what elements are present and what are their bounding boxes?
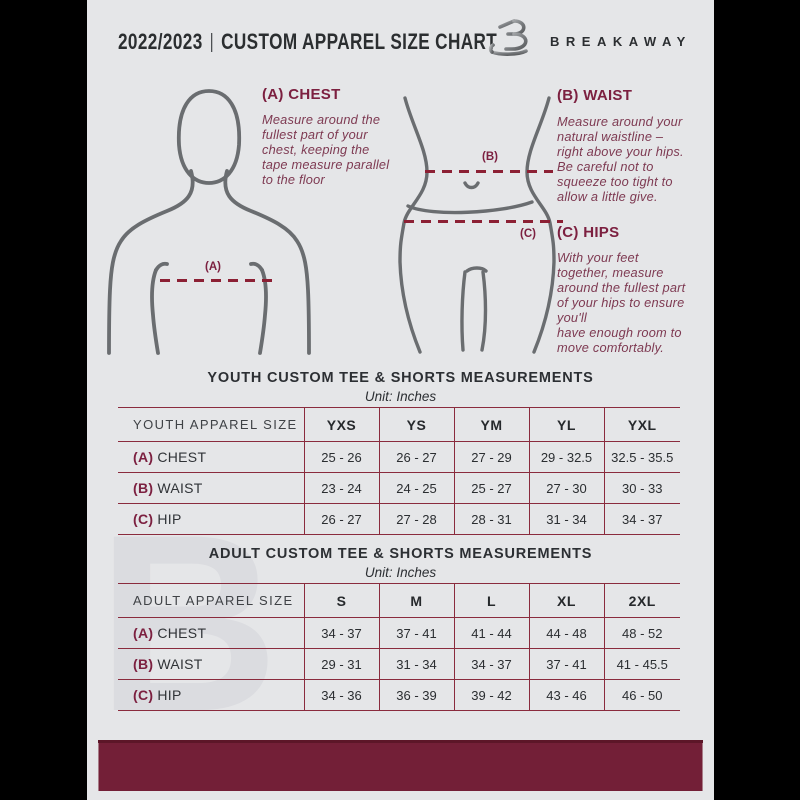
row-label: CHEST	[157, 449, 207, 465]
youth-size-yxl: YXL	[627, 416, 657, 433]
table-cell: 24 - 25	[379, 472, 455, 504]
table-cell: 26 - 27	[304, 503, 380, 535]
table-cell: 32.5 - 35.5	[611, 449, 674, 465]
breakaway-logo-icon	[488, 19, 528, 56]
table-cell: 37 - 41	[379, 617, 455, 649]
adult-table-header-row: ADULT APPAREL SIZE S M L XL 2XL	[118, 583, 680, 618]
row-key: (A)	[133, 625, 154, 641]
table-cell: 25 - 27	[454, 472, 530, 504]
table-cell: 27 - 28	[379, 503, 455, 535]
table-cell: 29 - 32.5	[529, 441, 605, 473]
table-cell: 31 - 34	[529, 503, 605, 535]
hips-marker-label: (C)	[520, 228, 536, 240]
row-label: WAIST	[157, 480, 203, 496]
hips-instructions: With your feet together, measure around …	[557, 250, 686, 355]
waist-measure-line	[425, 170, 553, 173]
table-cell: 28 - 31	[454, 503, 530, 535]
youth-size-column-label: YOUTH APPAREL SIZE	[118, 407, 305, 442]
youth-chest-row: (A) CHEST 25 - 26 26 - 27 27 - 29 29 - 32…	[118, 441, 680, 473]
table-cell: 36 - 39	[379, 679, 455, 711]
row-key: (B)	[133, 656, 154, 672]
row-label: HIP	[157, 511, 182, 527]
table-cell: 27 - 29	[454, 441, 530, 473]
season-year: 2022/2023	[118, 29, 203, 54]
chest-marker-label: (A)	[205, 261, 221, 273]
adult-hip-row: (C) HIP 34 - 36 36 - 39 39 - 42 43 - 46 4…	[118, 679, 680, 711]
table-cell: 23 - 24	[304, 472, 380, 504]
hips-heading: (C) HIPS	[557, 224, 620, 241]
table-cell: 41 - 44	[454, 617, 530, 649]
page-title: 2022/2023 | CUSTOM APPAREL SIZE CHART	[118, 29, 497, 55]
adult-size-column-label: ADULT APPAREL SIZE	[118, 583, 305, 618]
table-cell: 26 - 27	[379, 441, 455, 473]
chest-instructions: Measure around the fullest part of your …	[262, 112, 390, 187]
waist-heading: (B) WAIST	[557, 87, 633, 104]
adult-waist-row: (B) WAIST 29 - 31 31 - 34 34 - 37 37 - 41…	[118, 648, 680, 680]
youth-size-table: YOUTH APPAREL SIZE YXS YS YM YL YXL (A) C…	[118, 407, 680, 535]
adult-size-m: M	[379, 583, 455, 618]
table-cell: 48 - 52	[622, 625, 663, 641]
upper-body-figure	[107, 89, 311, 355]
youth-hip-row: (C) HIP 26 - 27 27 - 28 28 - 31 31 - 34 3…	[118, 503, 680, 535]
table-cell: 43 - 46	[529, 679, 605, 711]
youth-size-yxs: YXS	[304, 407, 380, 442]
adult-size-l: L	[454, 583, 530, 618]
table-cell: 39 - 42	[454, 679, 530, 711]
adult-size-2xl: 2XL	[628, 592, 656, 609]
adult-section-title: ADULT CUSTOM TEE & SHORTS MEASUREMENTS	[208, 546, 593, 562]
row-label: CHEST	[157, 625, 207, 641]
table-cell: 31 - 34	[379, 648, 455, 680]
youth-section-title: YOUTH CUSTOM TEE & SHORTS MEASUREMENTS	[207, 370, 594, 386]
table-cell: 46 - 50	[622, 687, 663, 703]
row-key: (C)	[133, 687, 154, 703]
row-key: (A)	[133, 449, 154, 465]
youth-table-header-row: YOUTH APPAREL SIZE YXS YS YM YL YXL	[118, 407, 680, 442]
youth-waist-row: (B) WAIST 23 - 24 24 - 25 25 - 27 27 - 30…	[118, 472, 680, 504]
table-cell: 34 - 36	[304, 679, 380, 711]
adult-size-s: S	[304, 583, 380, 618]
size-chart-page: B 2022/2023 | CUSTOM APPAREL SIZE CHART	[87, 0, 714, 800]
table-cell: 27 - 30	[529, 472, 605, 504]
youth-size-ym: YM	[454, 407, 530, 442]
lower-body-figure	[398, 96, 556, 354]
row-label: WAIST	[157, 656, 203, 672]
table-cell: 37 - 41	[529, 648, 605, 680]
youth-size-yl: YL	[529, 407, 605, 442]
brand-name: BREAKAWAY	[550, 33, 692, 49]
adult-unit-label: Unit: Inches	[364, 565, 437, 580]
table-cell: 30 - 33	[622, 480, 663, 496]
page-title-text: CUSTOM APPAREL SIZE CHART	[221, 29, 498, 54]
table-cell: 25 - 26	[304, 441, 380, 473]
waist-marker-label: (B)	[482, 151, 498, 163]
adult-size-xl: XL	[529, 583, 605, 618]
row-key: (C)	[133, 511, 154, 527]
table-cell: 34 - 37	[304, 617, 380, 649]
table-cell: 34 - 37	[454, 648, 530, 680]
youth-unit-label: Unit: Inches	[364, 389, 437, 404]
adult-size-table: ADULT APPAREL SIZE S M L XL 2XL (A) CHEST…	[118, 583, 680, 711]
adult-chest-row: (A) CHEST 34 - 37 37 - 41 41 - 44 44 - 48…	[118, 617, 680, 649]
chest-measure-line	[160, 279, 273, 282]
hips-measure-line	[404, 220, 563, 223]
title-divider: |	[209, 30, 215, 53]
table-cell: 44 - 48	[529, 617, 605, 649]
table-cell: 34 - 37	[622, 511, 663, 527]
table-cell: 41 - 45.5	[616, 656, 668, 672]
brand-block: BREAKAWAY	[484, 16, 692, 56]
table-cell: 29 - 31	[304, 648, 380, 680]
row-key: (B)	[133, 480, 154, 496]
row-label: HIP	[157, 687, 182, 703]
youth-size-ys: YS	[379, 407, 455, 442]
waist-instructions: Measure around your natural waistline – …	[557, 114, 684, 204]
footer-accent-bar	[98, 740, 703, 791]
chest-heading: (A) CHEST	[262, 86, 341, 103]
